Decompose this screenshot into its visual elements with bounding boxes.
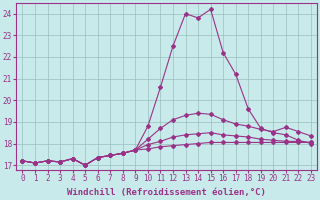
X-axis label: Windchill (Refroidissement éolien,°C): Windchill (Refroidissement éolien,°C) (67, 188, 266, 197)
